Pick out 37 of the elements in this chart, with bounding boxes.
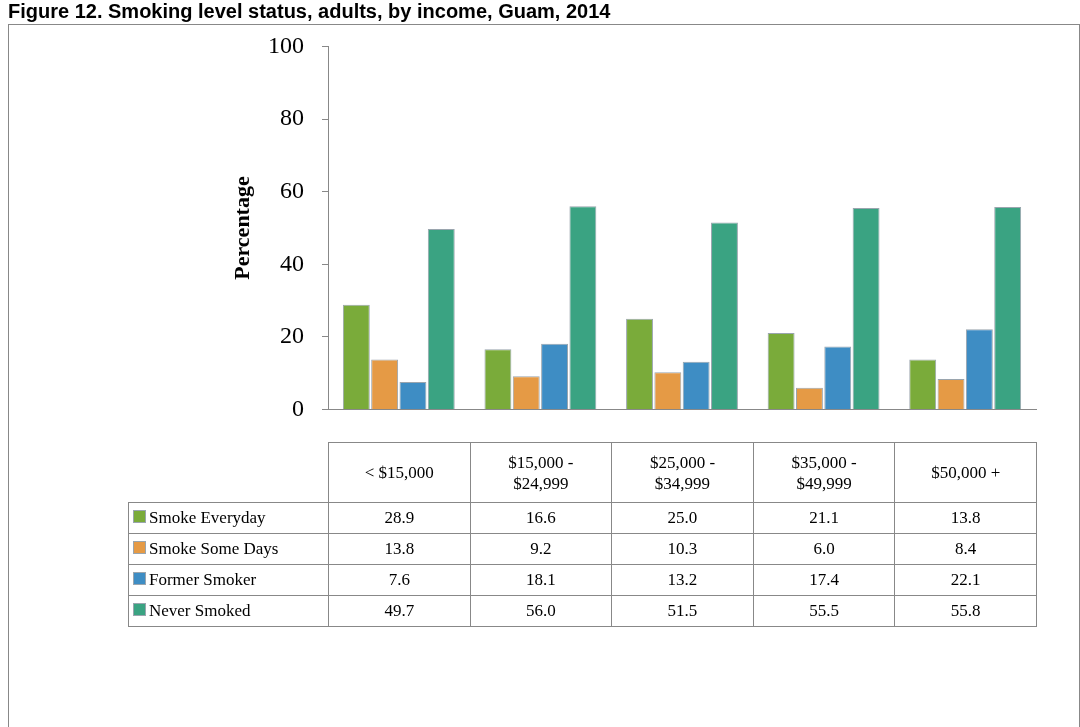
data-label: 56.0 — [470, 595, 612, 627]
data-label: 49.7 — [328, 595, 471, 627]
x-tick-label: $25,000 - $34,999 — [611, 442, 754, 503]
data-label: 8.4 — [894, 533, 1037, 565]
y-tick-label: 60 — [280, 176, 304, 203]
data-label: 16.6 — [470, 502, 612, 534]
data-label: 13.2 — [611, 564, 754, 596]
data-label: 10.3 — [611, 533, 754, 565]
legend-label: Smoke Everyday — [128, 502, 329, 534]
data-label: 9.2 — [470, 533, 612, 565]
y-tick-label: 40 — [280, 249, 304, 276]
x-tick-label: $15,000 - $24,999 — [470, 442, 612, 503]
data-label: 17.4 — [753, 564, 895, 596]
legend-label: Smoke Some Days — [128, 533, 329, 565]
x-tick-label: $35,000 - $49,999 — [753, 442, 895, 503]
chart-title: Figure 12. Smoking level status, adults, by income, Guam, 2014 — [8, 0, 612, 23]
data-label: 13.8 — [894, 502, 1037, 534]
data-label: 7.6 — [328, 564, 471, 596]
data-label: 25.0 — [611, 502, 754, 534]
legend-label: Never Smoked — [128, 595, 329, 627]
data-label: 55.8 — [894, 595, 1037, 627]
y-tick-label: 20 — [280, 322, 304, 349]
data-label: 55.5 — [753, 595, 895, 627]
data-label: 18.1 — [470, 564, 612, 596]
data-label: 13.8 — [328, 533, 471, 565]
x-tick-label: $50,000 + — [894, 442, 1037, 503]
data-label: 21.1 — [753, 502, 895, 534]
data-label: 28.9 — [328, 502, 471, 534]
legend-label: Former Smoker — [128, 564, 329, 596]
y-tick-label: 100 — [268, 31, 304, 58]
data-label: 6.0 — [753, 533, 895, 565]
y-tick-label: 0 — [292, 394, 304, 421]
x-tick-label: < $15,000 — [328, 442, 471, 503]
data-label: 51.5 — [611, 595, 754, 627]
y-tick-label: 80 — [280, 104, 304, 131]
data-label: 22.1 — [894, 564, 1037, 596]
y-axis-title: Percentage — [228, 176, 254, 280]
